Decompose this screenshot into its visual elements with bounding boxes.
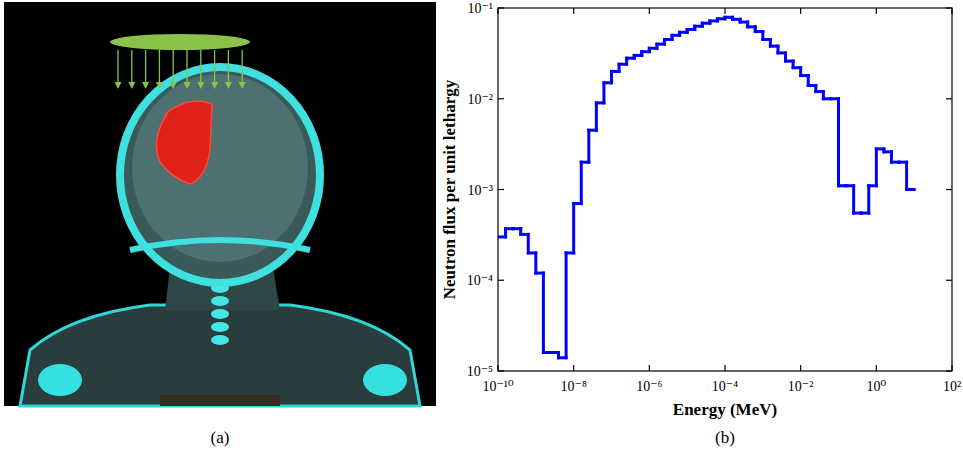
- step-riser: [565, 253, 568, 358]
- x-tick-label: 10⁻¹⁰: [482, 379, 514, 394]
- beam-arrowhead: [128, 82, 135, 89]
- x-tick: [573, 365, 574, 371]
- beam-arrowhead: [239, 82, 246, 89]
- beam-arrow: [117, 50, 118, 84]
- beam-arrowhead: [197, 82, 204, 89]
- beam-arrow: [214, 50, 215, 84]
- step-riser: [572, 204, 575, 253]
- x-tick-label: 10⁰: [867, 379, 887, 394]
- beam-arrowhead: [170, 82, 177, 89]
- ct-skull: [120, 67, 320, 283]
- figure: (a)10⁻¹⁰10⁻⁸10⁻⁶10⁻⁴10⁻²10⁰10²10⁻⁵10⁻⁴10…: [0, 0, 963, 454]
- x-tick-label: 10⁻⁸: [561, 379, 587, 394]
- step-riser: [542, 273, 545, 352]
- y-tick-label: 10⁻⁵: [467, 364, 493, 379]
- y-tick: [498, 370, 504, 371]
- ct-skull-base: [130, 240, 310, 250]
- series: [498, 17, 914, 357]
- ct-brain: [132, 74, 308, 262]
- beam-arrowhead: [225, 82, 232, 89]
- beam-arrow: [145, 50, 146, 84]
- x-tick-label: 10⁻²: [788, 379, 814, 394]
- y-axis-title: Neutron flux per unit lethargy: [440, 79, 459, 299]
- beam-source: [110, 34, 250, 50]
- ct-bone: [363, 364, 407, 396]
- y-tick: [946, 280, 952, 281]
- x-tick: [800, 365, 801, 371]
- step-riser: [852, 186, 855, 213]
- beam-arrow: [200, 50, 201, 84]
- beam-arrow: [173, 50, 174, 84]
- ct-vertebra: [211, 322, 229, 332]
- y-tick: [946, 370, 952, 371]
- y-tick: [498, 280, 504, 281]
- x-tick: [951, 8, 952, 14]
- step-riser: [875, 149, 878, 186]
- x-tick-label: 10⁻⁶: [636, 379, 662, 394]
- y-tick: [946, 189, 952, 190]
- step-riser: [534, 253, 537, 273]
- ct-lung: [160, 395, 280, 406]
- x-tick: [800, 8, 801, 14]
- x-tick: [649, 8, 650, 14]
- y-tick: [498, 7, 504, 8]
- beam-arrowhead: [115, 82, 122, 89]
- step-riser: [595, 103, 598, 130]
- y-tick: [498, 189, 504, 190]
- x-tick: [724, 365, 725, 371]
- x-tick: [876, 365, 877, 371]
- step-riser: [610, 71, 613, 82]
- beam-arrowhead: [184, 82, 191, 89]
- beam-arrow: [186, 50, 187, 84]
- ct-vertebra: [211, 296, 229, 306]
- step-riser: [867, 186, 870, 213]
- ct-vertebra: [211, 309, 229, 319]
- ct-bone: [38, 364, 82, 396]
- step-segment: [907, 188, 915, 191]
- beam-arrowhead: [156, 82, 163, 89]
- y-tick-label: 10⁻³: [467, 183, 493, 198]
- plot-frame: [498, 8, 952, 371]
- y-tick-label: 10⁻²: [467, 92, 493, 107]
- ct-background: [4, 2, 436, 406]
- y-tick: [946, 7, 952, 8]
- step-riser: [890, 152, 893, 162]
- beam-arrow: [242, 50, 243, 84]
- ct-vertebra: [211, 335, 229, 345]
- x-tick: [951, 365, 952, 371]
- y-tick-label: 10⁻¹: [467, 1, 493, 16]
- y-tick-label: 10⁻⁴: [467, 273, 493, 288]
- x-tick: [573, 8, 574, 14]
- panel-label: (a): [211, 428, 230, 447]
- y-tick: [946, 98, 952, 99]
- x-tick-label: 10⁻⁴: [712, 379, 738, 394]
- beam-arrowhead: [211, 82, 218, 89]
- x-tick-label: 10²: [943, 379, 961, 394]
- x-tick: [876, 8, 877, 14]
- step-riser: [905, 162, 908, 189]
- step-riser: [602, 83, 605, 103]
- ct-shoulders: [20, 305, 420, 406]
- y-tick: [498, 98, 504, 99]
- step-riser: [837, 99, 840, 186]
- panel-label: (b): [715, 428, 735, 447]
- chart: 10⁻¹⁰ 10⁻⁸ 10⁻⁶ 10⁻⁴ 10⁻² 10⁰ 10² 10⁻⁵ 10⁻⁴ 10⁻³ 1…: [440, 1, 961, 419]
- ct-tumour: [156, 101, 212, 184]
- beam-arrowhead: [142, 82, 149, 89]
- x-tick: [497, 8, 498, 14]
- x-axis-title: Energy (MeV): [673, 400, 777, 419]
- beam-arrow: [131, 50, 132, 84]
- x-tick: [649, 365, 650, 371]
- beam-arrow: [159, 50, 160, 84]
- step-riser: [527, 234, 530, 253]
- x-tick: [724, 8, 725, 14]
- step-riser: [587, 130, 590, 162]
- ct-panel: [4, 2, 436, 406]
- step-riser: [580, 162, 583, 203]
- x-tick: [497, 365, 498, 371]
- beam-arrow: [228, 50, 229, 84]
